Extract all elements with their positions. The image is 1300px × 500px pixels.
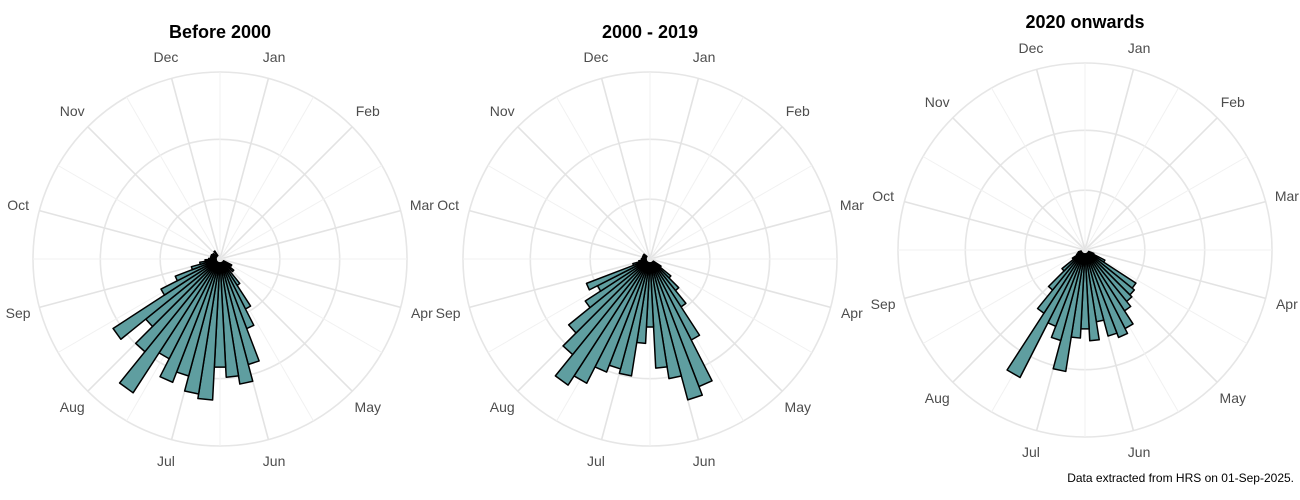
grid-spoke: [922, 156, 1086, 251]
month-label: Feb: [1221, 94, 1245, 110]
month-label: Dec: [1018, 40, 1043, 56]
month-label: Jun: [263, 453, 286, 469]
grid-spoke: [219, 165, 383, 260]
polar-bar: [1077, 250, 1083, 254]
grid-spoke: [219, 258, 383, 353]
month-label: May: [1220, 390, 1246, 406]
grid-spoke: [517, 126, 651, 260]
grid-spoke: [1084, 249, 1266, 300]
grid-spoke: [219, 96, 314, 260]
month-label: Sep: [6, 305, 31, 321]
grid-spoke: [649, 96, 744, 260]
month-label: Apr: [1276, 296, 1298, 312]
polar-chart-2: 2000 - 2019 Jan Feb Mar Apr May Jun Jul Aug Sep Oc…: [436, 22, 865, 469]
grid-spoke: [1084, 117, 1218, 251]
chart-title: 2020 onwards: [1025, 12, 1144, 32]
grid-spoke: [922, 249, 1086, 344]
grid-spoke: [649, 258, 831, 309]
month-label: Mar: [1275, 188, 1299, 204]
polar-chart-1: Before 2000 Jan Feb Mar Apr May Jun Jul Aug Sep Oc…: [6, 22, 435, 469]
chart-title: Before 2000: [169, 22, 271, 42]
polar-bar: [222, 260, 235, 273]
grid-spoke: [219, 258, 401, 309]
grid-spoke: [904, 200, 1086, 251]
grid-spoke: [1035, 69, 1086, 251]
grid-spoke: [649, 126, 783, 260]
grid-spoke: [1084, 156, 1248, 251]
grid-spoke: [39, 258, 221, 309]
month-label: Jul: [157, 453, 175, 469]
grid-spoke: [469, 209, 651, 260]
grid-spoke: [487, 165, 651, 260]
grid-spoke: [991, 87, 1086, 251]
month-label: Aug: [60, 399, 85, 415]
polar-bar: [642, 253, 648, 258]
grid-spoke: [1084, 69, 1135, 251]
month-label: Nov: [490, 103, 515, 119]
month-label: Feb: [786, 103, 810, 119]
month-label: Dec: [153, 49, 178, 65]
month-label: May: [355, 399, 381, 415]
data-source-footnote: Data extracted from HRS on 01-Sep-2025.: [1067, 471, 1294, 485]
grid-spoke: [469, 258, 651, 309]
grid-spoke: [600, 78, 651, 260]
month-label: Aug: [925, 390, 950, 406]
month-label: Jan: [1128, 40, 1151, 56]
month-label: Dec: [583, 49, 608, 65]
grid-spoke: [952, 117, 1086, 251]
month-label: Jul: [587, 453, 605, 469]
month-label: Mar: [840, 197, 864, 213]
month-label: Jan: [693, 49, 716, 65]
grid-spoke: [87, 126, 221, 260]
grid-spoke: [1084, 249, 1248, 344]
grid-spoke: [219, 209, 401, 260]
grid-spoke: [57, 165, 221, 260]
month-label: May: [785, 399, 811, 415]
month-label: Nov: [60, 103, 85, 119]
grid-spoke: [649, 258, 813, 353]
grid-spoke: [219, 126, 353, 260]
month-label: Apr: [411, 305, 433, 321]
month-label: Sep: [871, 296, 896, 312]
grid-spoke: [1084, 200, 1266, 251]
polar-bar: [213, 250, 219, 257]
grid-spoke: [1084, 87, 1179, 251]
month-label: Oct: [872, 188, 894, 204]
month-label: Sep: [436, 305, 461, 321]
polar-chart-3: 2020 onwards Jan Feb Mar Apr May Jun Jul Aug Sep O…: [871, 12, 1300, 460]
grid-spoke: [649, 78, 700, 260]
grid-spoke: [649, 209, 831, 260]
month-label: Oct: [7, 197, 29, 213]
grid-spoke: [649, 165, 813, 260]
grid-spoke: [39, 209, 221, 260]
grid-spoke: [904, 249, 1086, 300]
grid-spoke: [126, 96, 221, 260]
month-label: Nov: [925, 94, 950, 110]
grid-spoke: [219, 258, 353, 392]
grid-spoke: [219, 78, 270, 260]
month-label: Jan: [263, 49, 286, 65]
month-label: Apr: [841, 305, 863, 321]
month-label: Aug: [490, 399, 515, 415]
polar-bar: [212, 252, 218, 258]
month-label: Jun: [693, 453, 716, 469]
month-label: Oct: [437, 197, 459, 213]
month-label: Jul: [1022, 444, 1040, 460]
chart-title: 2000 - 2019: [602, 22, 698, 42]
month-label: Jun: [1128, 444, 1151, 460]
month-label: Mar: [410, 197, 434, 213]
grid-spoke: [556, 96, 651, 260]
month-label: Feb: [356, 103, 380, 119]
grid-spoke: [170, 78, 221, 260]
